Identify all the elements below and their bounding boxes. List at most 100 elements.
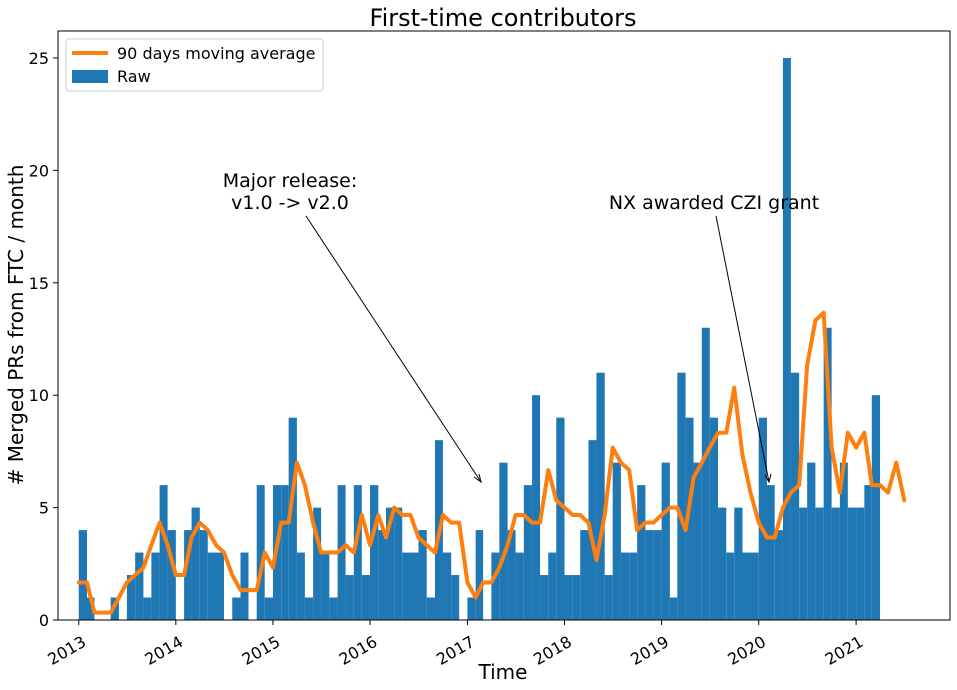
bar <box>199 530 208 620</box>
bar <box>467 597 476 620</box>
bar <box>191 507 200 620</box>
bar <box>734 507 743 620</box>
annotation-czi-grant-arrow <box>715 215 770 483</box>
x-axis-label: Time <box>478 660 528 684</box>
bar <box>823 327 832 620</box>
bar <box>669 597 678 620</box>
plot-frame <box>57 30 951 621</box>
bar <box>394 507 403 620</box>
bar <box>321 552 330 620</box>
bar <box>232 597 241 620</box>
bar <box>523 485 533 620</box>
bar <box>87 597 95 620</box>
bar <box>661 462 670 620</box>
bar <box>653 530 662 620</box>
annotation-czi-grant-text: NX awarded CZI grant <box>609 192 819 214</box>
bar <box>159 485 168 620</box>
bar <box>499 462 508 620</box>
bar <box>742 552 751 620</box>
bar <box>491 552 500 620</box>
y-tick-label: 10 <box>29 386 49 405</box>
y-axis: 0 5 10 15 20 25 <box>29 49 58 630</box>
bar <box>378 530 387 620</box>
bar <box>345 575 354 620</box>
bar <box>304 597 314 620</box>
bar <box>353 485 362 620</box>
bar <box>532 395 541 620</box>
bar <box>507 530 516 620</box>
bar <box>839 462 848 620</box>
annotation-major-release-arrowhead <box>473 473 482 484</box>
bar <box>596 372 605 620</box>
bar <box>337 485 346 620</box>
bar <box>620 552 630 620</box>
bar <box>281 485 289 620</box>
bar <box>685 417 694 620</box>
annotation-czi-grant: NX awarded CZI grant <box>609 192 819 484</box>
bar <box>296 552 305 620</box>
bar <box>612 462 621 620</box>
bar <box>807 462 816 620</box>
legend-bar-swatch <box>72 70 108 83</box>
bar <box>564 575 573 620</box>
bar <box>750 552 759 620</box>
bar <box>207 552 217 620</box>
bar <box>709 417 719 620</box>
annotation-major-release-line-1: Major release: <box>223 170 357 192</box>
bar <box>572 575 581 620</box>
bar <box>726 552 735 620</box>
bar <box>604 575 613 620</box>
bar <box>718 507 727 620</box>
bar <box>410 552 419 620</box>
bar <box>386 507 395 620</box>
bar <box>515 552 524 620</box>
bar <box>361 575 371 620</box>
bar <box>426 597 435 620</box>
annotation-major-release: Major release: v1.0 -> v2.0 <box>223 170 482 484</box>
bar-series <box>78 57 881 621</box>
bar <box>78 530 87 620</box>
y-axis-label: # Merged PRs from FTC / month <box>4 165 28 486</box>
bar <box>782 57 791 621</box>
bar <box>774 530 783 620</box>
bar <box>451 575 460 620</box>
y-tick-label: 0 <box>39 611 49 630</box>
bar <box>288 417 297 620</box>
bar <box>256 485 265 620</box>
bar <box>442 552 452 620</box>
bar <box>264 597 273 620</box>
bar <box>701 327 710 620</box>
chart-title: First-time contributors <box>370 4 637 32</box>
bar <box>831 507 840 620</box>
moving-average-series <box>76 310 907 615</box>
moving-average-line <box>76 310 907 615</box>
bar <box>871 395 881 620</box>
bar <box>151 552 160 620</box>
bar <box>167 530 176 620</box>
y-tick-label: 20 <box>29 161 49 180</box>
annotation-czi-grant-arrowhead <box>764 473 772 484</box>
bar <box>126 575 136 620</box>
bar <box>370 485 379 620</box>
bar <box>216 552 224 620</box>
annotation-major-release-arrow <box>305 215 482 483</box>
bar <box>540 575 549 620</box>
bar <box>313 507 322 620</box>
bar <box>864 485 872 620</box>
bar <box>418 530 427 620</box>
bar <box>847 507 857 620</box>
bar <box>135 552 144 620</box>
bar <box>766 485 775 620</box>
annotation-major-release-line-2: v1.0 -> v2.0 <box>231 192 349 214</box>
bar <box>588 440 597 620</box>
bar <box>548 552 557 620</box>
legend-label-moving-average: 90 days moving average <box>117 44 315 63</box>
bar <box>240 552 249 620</box>
bar <box>799 507 808 620</box>
bar <box>475 530 484 620</box>
bar <box>815 507 824 620</box>
bar <box>645 530 654 620</box>
bar <box>556 417 565 620</box>
bar <box>143 597 152 620</box>
